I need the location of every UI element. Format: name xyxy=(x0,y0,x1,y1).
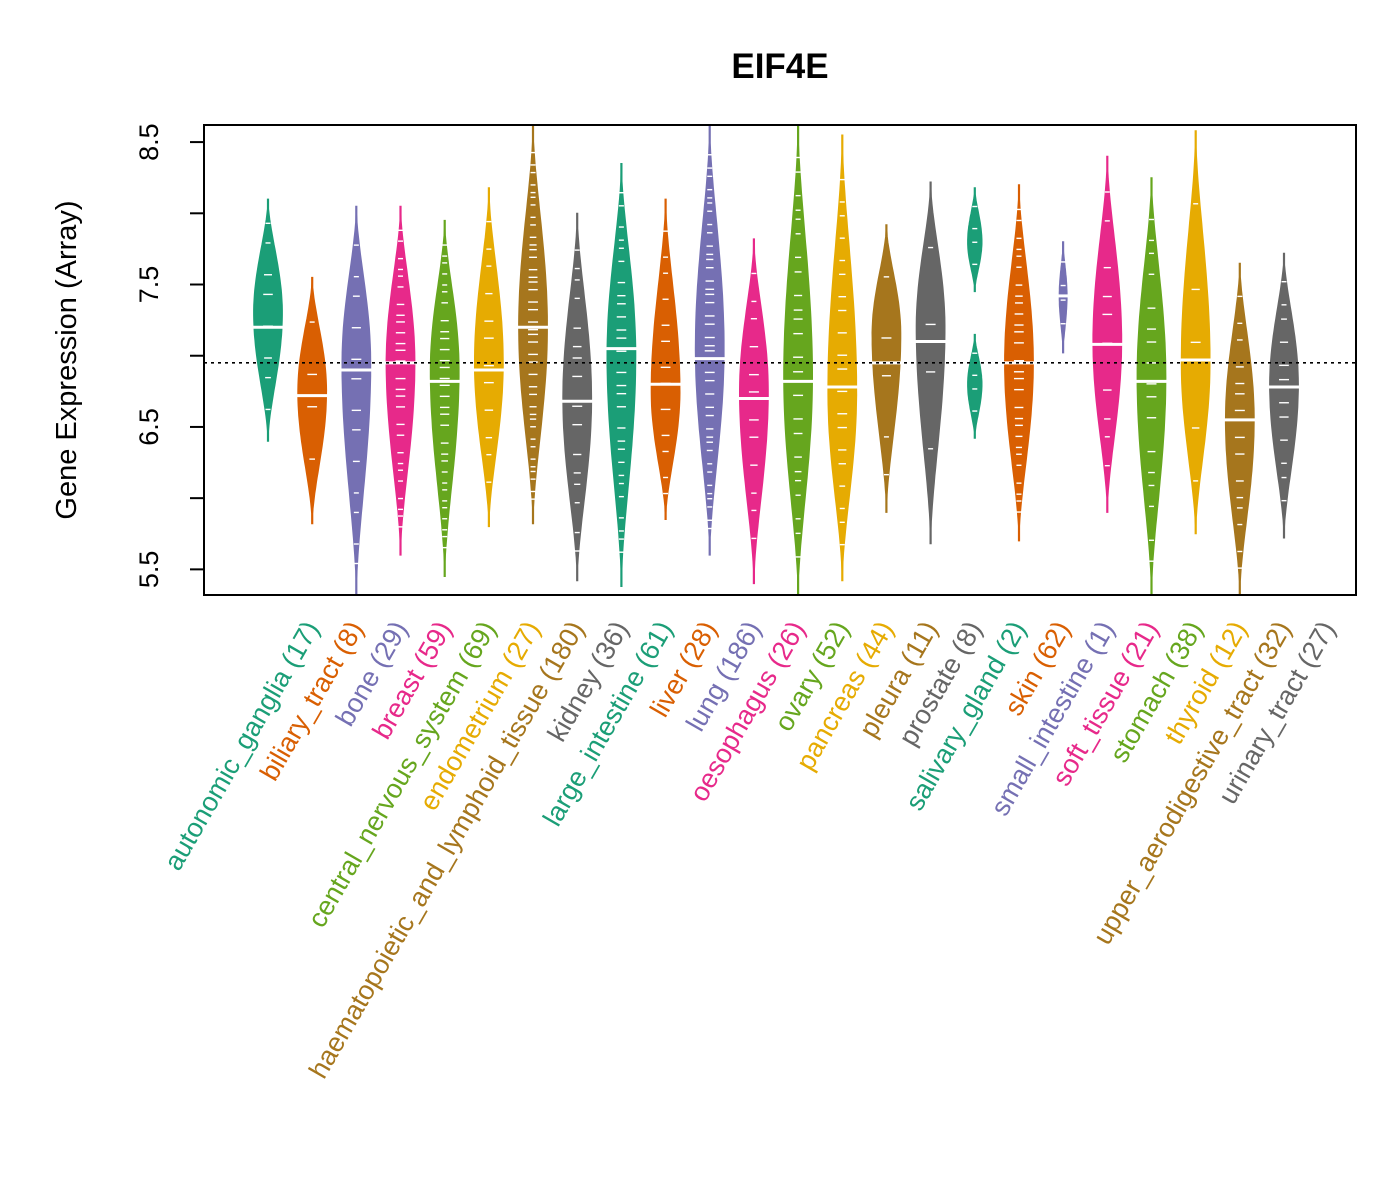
violin-body xyxy=(871,224,902,513)
violin-body xyxy=(1180,130,1211,535)
y-tick-label: 5.5 xyxy=(134,551,164,589)
violin-body xyxy=(967,333,983,439)
violin-upper-aerodigestive-tract xyxy=(1222,262,1257,596)
violin-body xyxy=(474,187,504,528)
violin-autonomic-ganglia xyxy=(251,198,285,442)
violin-kidney xyxy=(560,212,595,582)
violin-body xyxy=(606,163,637,587)
violin-pancreas xyxy=(825,134,860,582)
violin-pleura xyxy=(869,224,904,513)
violin-body xyxy=(385,205,416,556)
y-tick-label: 8.5 xyxy=(134,123,164,161)
violin-small-intestine xyxy=(1055,241,1071,354)
violin-body xyxy=(650,198,681,520)
violin-body xyxy=(341,205,372,596)
y-axis: 5.5 6.5 7.5 8.5 xyxy=(134,123,204,588)
plot-frame xyxy=(203,124,1357,596)
violin-bone xyxy=(339,205,374,596)
violin-oesophagus xyxy=(736,238,771,585)
violin-body xyxy=(253,198,283,442)
chart-title: EIF4E xyxy=(731,47,828,86)
violin-endometrium xyxy=(471,187,506,528)
violin-biliary-tract xyxy=(295,276,330,525)
violin-ovary xyxy=(781,124,816,596)
violin-prostate xyxy=(913,181,948,545)
violin-liver xyxy=(648,198,683,520)
violin-body xyxy=(1092,155,1123,513)
violin-soft-tissue xyxy=(1090,155,1125,513)
violin-central-nervous-system xyxy=(427,219,462,577)
violin-body xyxy=(739,238,769,585)
y-tick-label: 6.5 xyxy=(134,408,164,446)
violin-stomach xyxy=(1134,177,1169,596)
x-axis-labels: autonomic_ganglia (17)biliary_tract (8)b… xyxy=(158,616,1341,1083)
violin-body xyxy=(1136,177,1167,596)
violin-body xyxy=(967,187,983,293)
violin-body xyxy=(297,276,328,525)
violin-haematopoietic-and-lymphoid-tissue xyxy=(516,124,551,525)
violin-body xyxy=(827,134,858,582)
violin-body xyxy=(1224,262,1255,596)
violin-lung xyxy=(692,124,727,556)
violin-urinary-tract xyxy=(1267,252,1301,539)
violin-large-intestine xyxy=(604,163,639,587)
violin-thyroid xyxy=(1178,130,1213,535)
violin-group xyxy=(251,124,1301,596)
violin-body xyxy=(429,219,460,577)
violin-breast xyxy=(383,205,418,556)
y-axis-label: Gene Expression (Array) xyxy=(51,200,83,519)
violin-salivary-gland xyxy=(964,187,985,439)
violin-body xyxy=(562,212,593,582)
violin-body xyxy=(1269,252,1299,539)
violin-body xyxy=(915,181,946,545)
y-tick-label: 7.5 xyxy=(134,266,164,304)
